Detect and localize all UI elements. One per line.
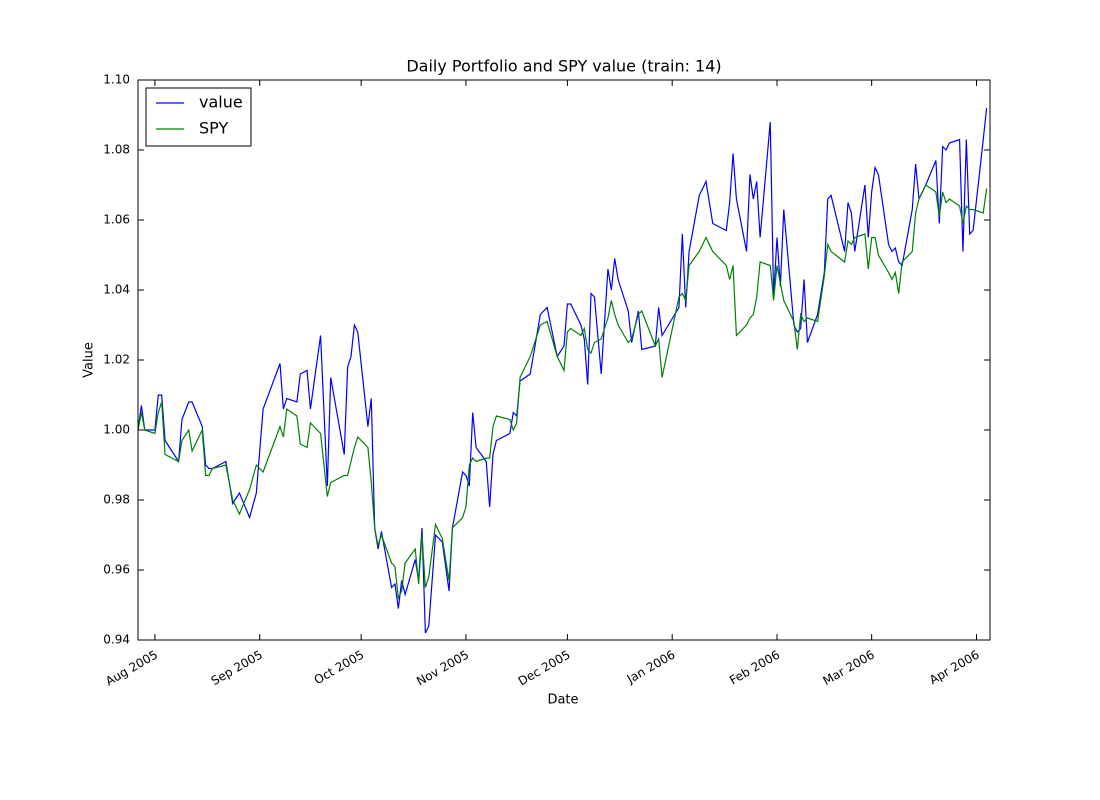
series-line [137, 107, 988, 634]
y-tick-label: 1.08 [103, 143, 130, 157]
y-tick-label: 0.94 [103, 633, 130, 647]
legend: value SPY [145, 87, 252, 147]
plot-frame [137, 79, 991, 641]
legend-label: value [199, 93, 243, 112]
y-tick-label: 1.00 [103, 423, 130, 437]
chart-title: Daily Portfolio and SPY value (train: 14… [406, 57, 721, 76]
y-tick-label: 0.98 [103, 493, 130, 507]
y-axis-label: Value [82, 342, 97, 378]
y-tick-label: 1.04 [103, 283, 130, 297]
legend-box [145, 87, 252, 147]
legend-label: SPY [199, 119, 228, 138]
y-tick-label: 0.96 [103, 563, 130, 577]
series-line [137, 184, 988, 601]
y-tick-label: 1.06 [103, 213, 130, 227]
y-tick-label: 1.02 [103, 353, 130, 367]
y-tick-label: 1.10 [103, 73, 130, 87]
x-axis-label: Date [547, 693, 578, 708]
